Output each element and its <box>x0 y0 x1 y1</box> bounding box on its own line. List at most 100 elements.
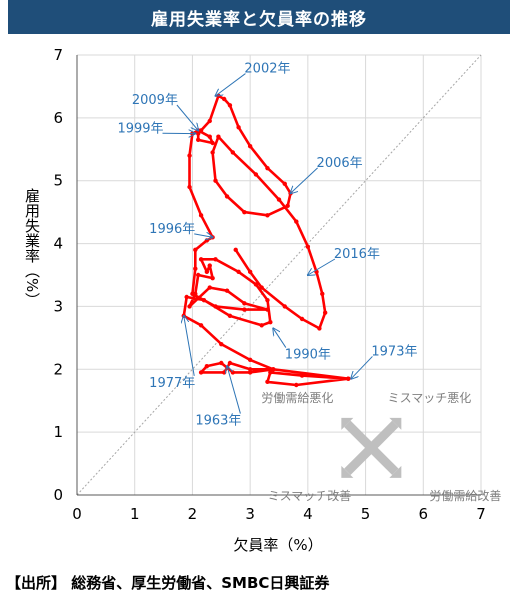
data-point <box>213 304 218 309</box>
data-point <box>322 310 328 315</box>
legend-label-mismatch-better: ミスマッチ改善 <box>268 488 352 503</box>
data-point <box>193 266 198 271</box>
data-point <box>299 373 305 378</box>
data-point <box>184 294 189 300</box>
data-point <box>253 172 259 177</box>
data-point <box>242 209 247 215</box>
legend-label-tight-market: 労働需給悪化 <box>261 391 333 405</box>
data-point <box>294 219 299 224</box>
data-point <box>216 134 221 139</box>
data-point <box>204 269 210 275</box>
data-point <box>204 238 210 243</box>
data-point <box>282 181 287 187</box>
y-tick-label: 7 <box>53 46 63 64</box>
annotation-arrow <box>308 258 336 275</box>
data-point <box>230 370 236 375</box>
data-point <box>213 178 218 183</box>
legend-cross-stroke <box>344 420 399 476</box>
data-point <box>190 291 195 297</box>
data-point <box>247 367 253 372</box>
data-point <box>219 360 224 366</box>
diagonal-reference-line <box>76 54 482 496</box>
data-point <box>196 137 201 143</box>
data-point <box>299 316 305 322</box>
x-tick-label: 4 <box>303 505 313 523</box>
annotation-arrow <box>351 356 373 378</box>
y-tick-label: 0 <box>53 486 63 504</box>
data-point <box>276 197 282 202</box>
data-point <box>242 307 247 312</box>
annotation-label: 2002年 <box>244 62 290 77</box>
annotation-arrow <box>273 328 287 348</box>
data-point <box>210 140 215 146</box>
data-point <box>201 297 207 303</box>
data-point <box>265 307 270 312</box>
data-point <box>219 341 224 347</box>
data-point <box>285 203 290 209</box>
data-point <box>196 272 201 278</box>
y-tick-label: 2 <box>53 360 63 378</box>
annotation-arrow <box>216 73 246 96</box>
data-point <box>213 257 218 262</box>
y-tick-label: 5 <box>53 172 63 190</box>
data-point <box>236 125 241 130</box>
y-tick-label: 1 <box>53 423 63 441</box>
annotation-arrow <box>194 234 212 237</box>
legend-arrowhead <box>389 417 402 430</box>
data-point <box>268 370 273 375</box>
data-point <box>247 269 253 275</box>
y-tick-label: 4 <box>53 235 63 253</box>
page-title: 雇用失業率と欠員率の推移 <box>151 9 367 30</box>
x-tick-label: 3 <box>245 505 255 523</box>
data-point <box>346 376 351 381</box>
data-point <box>265 297 270 303</box>
data-point <box>204 363 210 369</box>
legend-arrowhead <box>341 465 354 478</box>
y-axis-label: 雇用失業率（%） <box>23 188 41 307</box>
data-point <box>271 367 276 372</box>
data-point <box>198 213 204 218</box>
data-point <box>242 301 247 306</box>
data-point <box>221 96 227 102</box>
x-tick-label: 1 <box>130 505 140 523</box>
data-point <box>198 323 204 328</box>
data-point <box>207 118 212 124</box>
data-point <box>265 213 270 218</box>
chart-area: 0 1 2 3 4 5 6 7 0 1 2 3 4 5 6 7 2002年 2009年 1999年 2006年 199… <box>23 46 501 554</box>
x-tick-label: 7 <box>476 505 486 523</box>
x-tick-label: 6 <box>419 505 429 523</box>
legend-label-market-better: 労働需給改善 <box>429 488 501 503</box>
data-point <box>265 165 270 171</box>
data-point <box>247 357 253 363</box>
data-point <box>210 275 215 281</box>
legend-label-mismatch-worse: ミスマッチ悪化 <box>388 391 472 405</box>
annotation-label: 1999年 <box>117 121 163 136</box>
data-point <box>187 304 192 309</box>
data-point <box>236 269 241 275</box>
annotation-label: 1996年 <box>149 222 195 237</box>
data-point <box>187 184 192 190</box>
data-point <box>207 285 212 290</box>
data-point <box>227 313 233 319</box>
data-point <box>259 323 264 328</box>
x-tick-label: 2 <box>188 505 198 523</box>
x-tick-label: 5 <box>361 505 371 523</box>
data-point <box>268 319 273 325</box>
data-point <box>207 263 212 268</box>
annotation-arrow <box>184 316 195 376</box>
y-tick-label: 6 <box>53 109 63 127</box>
data-point <box>210 150 215 155</box>
annotation-label: 2016年 <box>334 247 380 262</box>
data-point <box>282 304 287 309</box>
data-point <box>207 134 212 139</box>
data-point <box>224 288 230 293</box>
legend-arrowhead <box>341 417 354 430</box>
annotation-label: 1977年 <box>149 376 195 391</box>
data-point <box>187 153 192 158</box>
data-point <box>233 247 238 253</box>
annotation-label: 1990年 <box>285 348 331 363</box>
annotation-arrow <box>291 167 318 193</box>
data-point <box>247 370 253 375</box>
data-point <box>221 370 227 375</box>
data-point <box>317 326 322 331</box>
